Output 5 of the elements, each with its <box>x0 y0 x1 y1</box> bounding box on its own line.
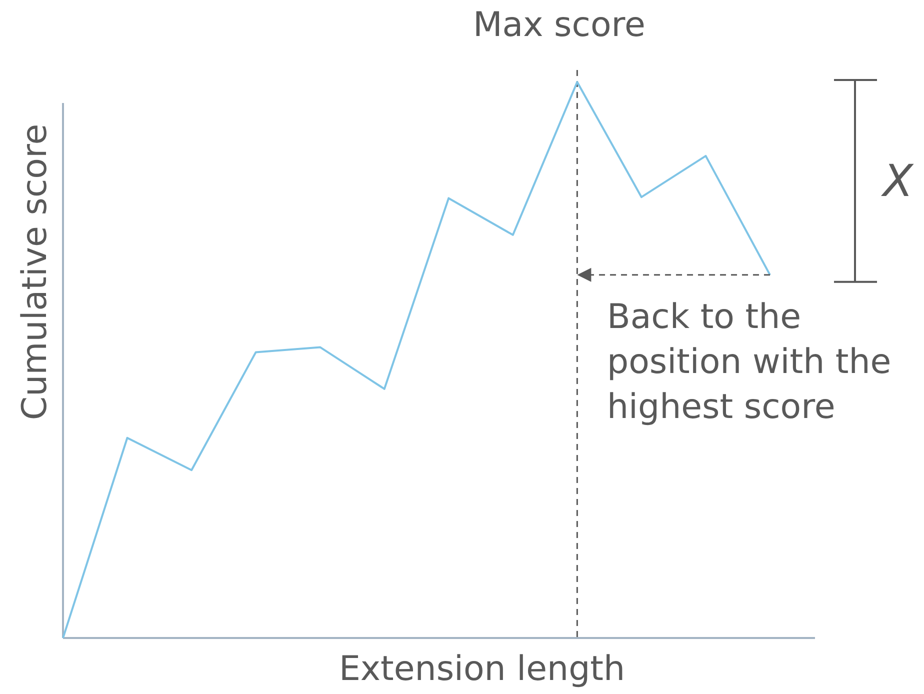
x-axis-title: Extension length <box>338 649 626 689</box>
y-axis-title: Cumulative score <box>15 124 55 420</box>
text: X <box>880 156 914 207</box>
text: Max score <box>472 5 646 45</box>
annotation: Back to the position with the highest score <box>607 297 892 427</box>
